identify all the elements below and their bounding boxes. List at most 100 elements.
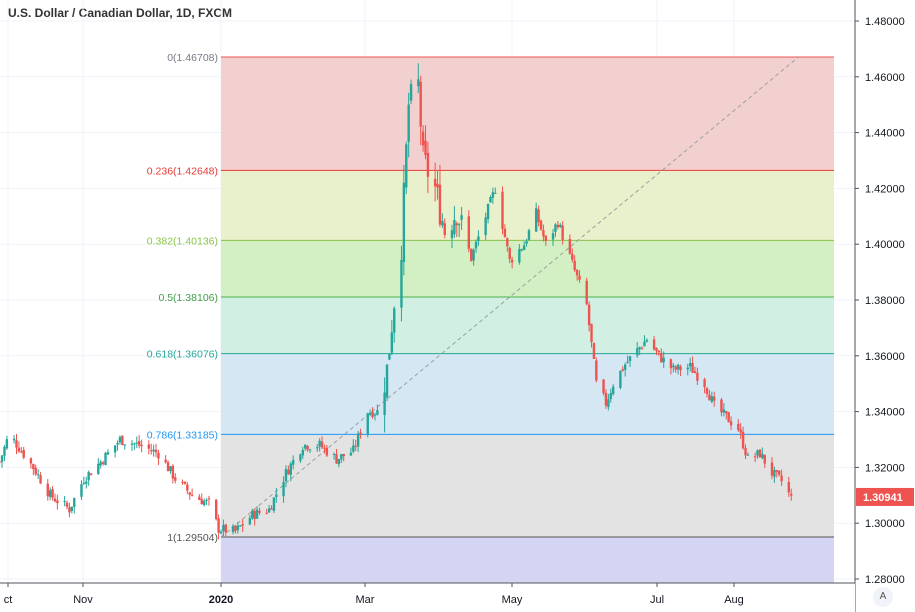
candle-body xyxy=(436,183,439,188)
candle-body xyxy=(68,507,71,513)
price-axis-label: 1.42000 xyxy=(865,183,905,195)
candle-body xyxy=(686,367,689,370)
candle-body xyxy=(106,452,110,455)
chart-title: U.S. Dollar / Canadian Dollar, 1D, FXCM xyxy=(8,6,233,20)
candle-body xyxy=(39,475,42,484)
fib-zone xyxy=(221,170,834,241)
candle-body xyxy=(63,500,66,502)
candle-body xyxy=(520,249,523,251)
candle-body xyxy=(255,509,259,519)
candle-body xyxy=(214,499,218,520)
candle-body xyxy=(693,371,697,373)
candle-body xyxy=(537,209,540,223)
candle-body xyxy=(763,454,766,464)
candle-body xyxy=(424,140,427,156)
candle-body xyxy=(89,473,93,476)
fib-level-label: 0.618(1.36076) xyxy=(147,349,218,361)
candle-body xyxy=(739,429,742,433)
candle-body xyxy=(306,445,309,450)
price-axis-label: 1.34000 xyxy=(865,407,905,419)
candle-body xyxy=(501,191,504,229)
candle-body xyxy=(121,435,124,445)
candle-body xyxy=(727,412,730,423)
time-axis-label: 2020 xyxy=(209,594,233,606)
fib-trend-line xyxy=(220,56,799,538)
candle-body xyxy=(402,182,406,262)
candle-body xyxy=(539,220,543,230)
candle-body xyxy=(457,224,461,226)
candle-body xyxy=(561,225,564,240)
candle-body xyxy=(773,469,776,477)
candle-body xyxy=(691,363,694,373)
candle-body xyxy=(722,409,726,413)
candle-body xyxy=(133,443,136,445)
price-axis-label: 1.40000 xyxy=(865,239,905,251)
candle-body xyxy=(318,440,321,447)
candle-body xyxy=(542,229,545,237)
time-axis-panel xyxy=(0,583,855,612)
candle-body xyxy=(337,458,341,465)
candle-body xyxy=(443,223,446,235)
candle-body xyxy=(48,490,52,497)
candle-body xyxy=(568,239,572,254)
candle-body xyxy=(417,79,420,87)
candle-body xyxy=(741,431,745,449)
candle-body xyxy=(359,432,362,435)
candle-body xyxy=(611,386,615,394)
candle-body xyxy=(349,452,353,456)
candle-body xyxy=(190,494,194,496)
fib-zone xyxy=(221,434,834,538)
candle-body xyxy=(602,379,605,394)
candle-body xyxy=(152,449,155,452)
candle-body xyxy=(301,450,305,456)
candle-body xyxy=(491,192,495,198)
fib-zone xyxy=(221,57,834,171)
price-axis-label: 1.44000 xyxy=(865,128,905,140)
candle-body xyxy=(590,323,593,343)
candle-body xyxy=(289,463,292,475)
candle-body xyxy=(222,524,225,532)
fib-zone xyxy=(221,537,834,583)
candle-body xyxy=(70,506,74,511)
candle-body xyxy=(181,481,184,483)
auto-scale-button[interactable]: A xyxy=(873,587,893,607)
candle-body xyxy=(720,399,723,413)
candle-body xyxy=(164,459,167,463)
candle-body xyxy=(157,452,160,459)
candle-body xyxy=(621,369,625,371)
candle-body xyxy=(674,366,677,370)
candle-body xyxy=(592,343,596,359)
candle-body xyxy=(36,474,40,476)
candle-body xyxy=(166,462,170,472)
candle-body xyxy=(97,463,100,474)
candle-body xyxy=(275,494,278,497)
candle-body xyxy=(595,360,598,381)
candle-body xyxy=(737,424,740,431)
price-axis-label: 1.32000 xyxy=(865,462,905,474)
candle-body xyxy=(636,348,639,356)
candle-body xyxy=(354,445,357,447)
candle-body xyxy=(484,217,487,236)
price-axis-panel xyxy=(855,0,915,612)
candle-body xyxy=(265,512,268,514)
candle-body xyxy=(3,446,6,456)
candle-body xyxy=(655,347,658,351)
candle-body xyxy=(518,249,521,263)
candle-body xyxy=(660,352,663,363)
candle-body xyxy=(51,489,54,498)
candle-body xyxy=(147,444,151,449)
candle-body xyxy=(477,236,480,241)
fib-level-label: 0.786(1.33185) xyxy=(147,429,218,441)
candle-body xyxy=(508,247,511,260)
candle-body xyxy=(241,524,244,526)
candle-body xyxy=(335,454,338,464)
candle-body xyxy=(652,339,656,350)
candle-body xyxy=(710,396,714,402)
candle-body xyxy=(527,230,531,240)
candle-body xyxy=(272,497,276,511)
candle-body xyxy=(332,453,336,455)
candle-body xyxy=(696,372,699,381)
price-axis-label: 1.38000 xyxy=(865,295,905,307)
candle-body xyxy=(556,224,560,228)
